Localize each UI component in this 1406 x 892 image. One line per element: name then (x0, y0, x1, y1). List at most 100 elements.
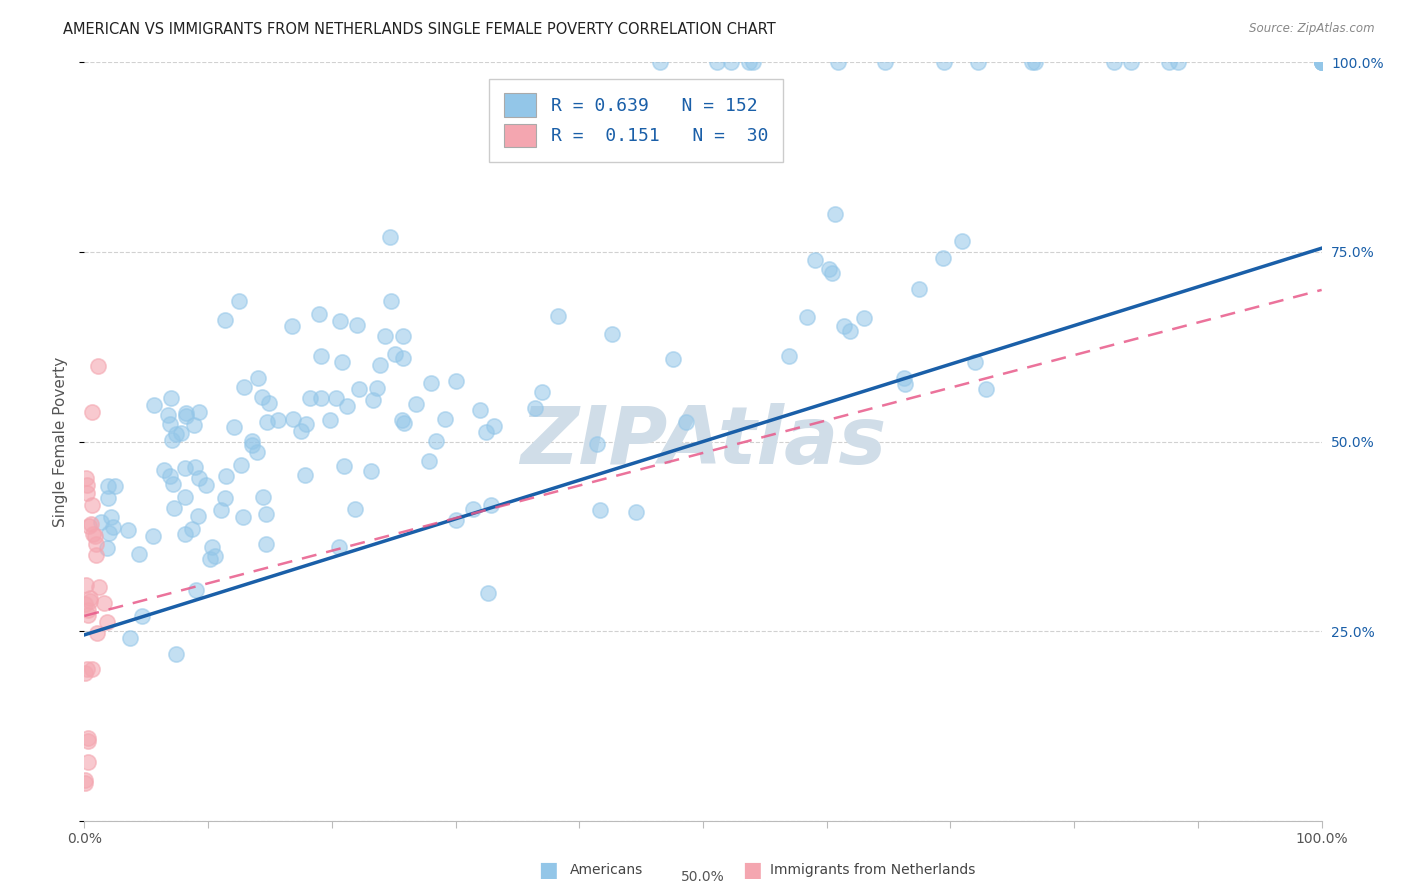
Point (405, 397, 427, 411)
Point (188, 471, 211, 485)
Point (76, 478, 98, 492)
Point (173, 527, 195, 541)
Point (232, 509, 254, 524)
Point (160, 391, 183, 405)
Point (80, 663, 103, 677)
Text: ■: ■ (742, 860, 762, 880)
Point (86, 548, 108, 562)
Point (188, 405, 211, 419)
Point (101, 519, 124, 533)
Text: AMERICAN VS IMMIGRANTS FROM NETHERLANDS SINGLE FEMALE POVERTY CORRELATION CHART: AMERICAN VS IMMIGRANTS FROM NETHERLANDS … (63, 22, 776, 37)
Point (73, 665, 96, 680)
Point (675, 415, 697, 429)
Point (1310, 55, 1333, 70)
Point (1310, 55, 1333, 70)
Point (257, 396, 280, 410)
Point (295, 417, 318, 431)
Point (444, 512, 467, 526)
Point (368, 358, 391, 372)
Point (824, 207, 846, 221)
Point (162, 476, 184, 491)
Point (932, 251, 955, 265)
Point (84, 529, 107, 543)
Point (1157, 55, 1180, 70)
Point (254, 507, 277, 521)
Point (165, 426, 187, 441)
Point (907, 282, 929, 296)
Point (873, 55, 896, 70)
Point (329, 314, 352, 328)
Point (1310, 55, 1333, 70)
Point (319, 413, 342, 427)
Point (391, 351, 413, 365)
Point (738, 55, 761, 70)
Point (79, 594, 101, 608)
Point (76, 662, 98, 676)
Point (778, 349, 800, 363)
Point (183, 459, 205, 474)
Point (80, 404, 103, 418)
Point (827, 55, 849, 70)
Point (246, 445, 269, 459)
Point (86, 626, 108, 640)
Point (332, 459, 354, 474)
Point (894, 376, 917, 391)
Point (853, 310, 876, 325)
Point (347, 382, 370, 396)
Point (361, 393, 384, 408)
Point (893, 370, 915, 384)
Point (325, 391, 347, 405)
Point (661, 352, 683, 367)
Point (233, 379, 256, 393)
Point (240, 434, 263, 448)
Point (392, 416, 415, 430)
Point (117, 523, 139, 537)
Point (97, 491, 120, 506)
Point (165, 647, 187, 661)
Point (80, 498, 103, 512)
Point (974, 383, 997, 397)
Point (418, 454, 440, 468)
Point (252, 490, 274, 504)
Point (839, 324, 862, 338)
Point (93, 596, 115, 610)
Point (1310, 55, 1333, 70)
Point (1021, 55, 1043, 70)
Point (104, 479, 127, 493)
Point (75, 772, 97, 787)
Point (169, 425, 191, 440)
Point (1119, 55, 1142, 70)
Point (309, 349, 332, 363)
Point (75, 471, 97, 485)
Point (215, 468, 238, 483)
Point (281, 412, 304, 426)
Point (479, 498, 502, 512)
Point (624, 506, 647, 520)
Point (817, 262, 839, 277)
Point (160, 433, 183, 447)
Point (80, 516, 103, 531)
Point (391, 328, 413, 343)
Point (804, 252, 827, 267)
Point (73, 597, 96, 611)
Point (280, 319, 302, 334)
Point (142, 529, 165, 543)
Point (173, 490, 195, 504)
Point (181, 522, 204, 536)
Point (346, 318, 368, 333)
Point (240, 438, 263, 452)
Point (950, 234, 973, 248)
Point (209, 503, 232, 517)
Legend: R = 0.639   N = 152, R =  0.151   N =  30: R = 0.639 N = 152, R = 0.151 N = 30 (489, 79, 783, 161)
Point (76, 486, 98, 500)
Point (159, 417, 181, 431)
Point (475, 425, 498, 440)
Text: Source: ZipAtlas.com: Source: ZipAtlas.com (1250, 22, 1375, 36)
Point (201, 540, 224, 554)
Point (159, 468, 181, 483)
Point (77, 756, 100, 770)
Point (250, 390, 273, 404)
Point (256, 415, 278, 429)
Point (97, 479, 120, 493)
Point (932, 55, 955, 70)
